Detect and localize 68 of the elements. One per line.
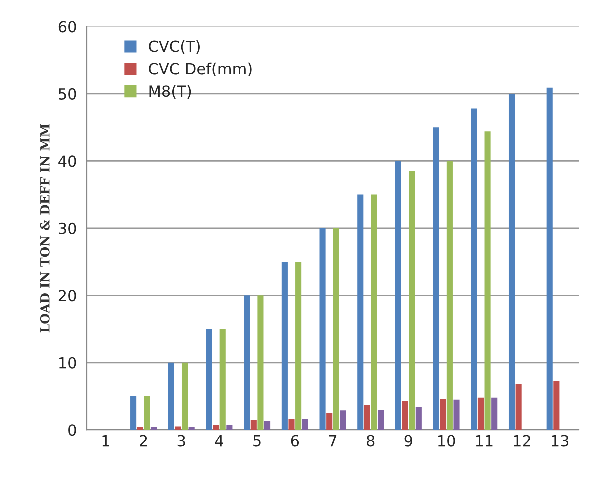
bar	[175, 426, 182, 430]
x-tick-label: 2	[140, 435, 148, 447]
y-tick-label: 20	[58, 290, 76, 302]
bar	[264, 421, 271, 430]
y-axis-title: LOAD IN TON & DEFF IN MM	[40, 124, 50, 333]
bar	[371, 194, 378, 430]
bar	[258, 296, 264, 430]
bar	[302, 419, 308, 430]
x-tick-label: 8	[367, 435, 375, 447]
bar	[206, 329, 212, 430]
bar	[440, 399, 446, 430]
bar	[358, 194, 364, 430]
bar	[182, 362, 188, 430]
bar	[378, 410, 384, 430]
bar	[446, 161, 453, 430]
bar	[395, 161, 402, 430]
bar	[554, 381, 560, 430]
legend-label: M8(T)	[150, 85, 192, 99]
bar	[546, 88, 553, 430]
bar	[409, 171, 416, 430]
x-tick-label: 4	[215, 435, 224, 447]
bar	[484, 132, 491, 430]
bar	[471, 108, 478, 430]
bar	[130, 396, 137, 430]
bar	[320, 228, 326, 430]
bar	[150, 427, 158, 430]
bar	[454, 400, 460, 430]
x-tick-label: 7	[329, 435, 337, 447]
y-tick-label: 40	[58, 156, 76, 168]
bar	[433, 128, 440, 430]
bar	[478, 398, 484, 430]
bar	[213, 425, 220, 430]
x-tick-label: 3	[178, 435, 186, 447]
x-tick-label: 6	[291, 435, 300, 447]
y-tick-label: 60	[58, 21, 76, 33]
x-tick-label: 11	[476, 435, 493, 447]
bar	[144, 396, 150, 430]
y-tick-label: 0	[68, 424, 76, 436]
bar	[168, 362, 174, 430]
bar	[282, 262, 288, 430]
x-tick-label: 10	[438, 435, 456, 447]
bar	[188, 427, 195, 430]
x-tick-label: 1	[102, 435, 110, 447]
bar	[333, 228, 340, 430]
bar	[220, 329, 226, 430]
bar	[340, 410, 346, 430]
bar	[508, 94, 516, 430]
y-tick-label: 10	[60, 357, 76, 369]
x-tick-label: 5	[254, 435, 261, 447]
bar	[296, 262, 302, 430]
bar	[244, 296, 250, 430]
bar	[250, 420, 257, 430]
y-tick-label: 50	[59, 88, 76, 100]
bar	[492, 398, 498, 430]
x-tick-label: 12	[514, 435, 530, 447]
y-tick-label: 30	[59, 222, 76, 234]
bar	[226, 425, 233, 430]
bar	[364, 405, 370, 430]
bar	[516, 384, 522, 430]
bar	[288, 419, 295, 430]
bar	[402, 401, 408, 430]
legend-label: CVC Def(mm)	[149, 62, 252, 77]
bar	[326, 413, 333, 430]
legend-label: CVC(T)	[149, 40, 200, 54]
x-tick-label: 9	[404, 435, 412, 447]
bar	[416, 407, 422, 430]
x-tick-label: 13	[552, 435, 569, 447]
bar	[137, 427, 144, 430]
